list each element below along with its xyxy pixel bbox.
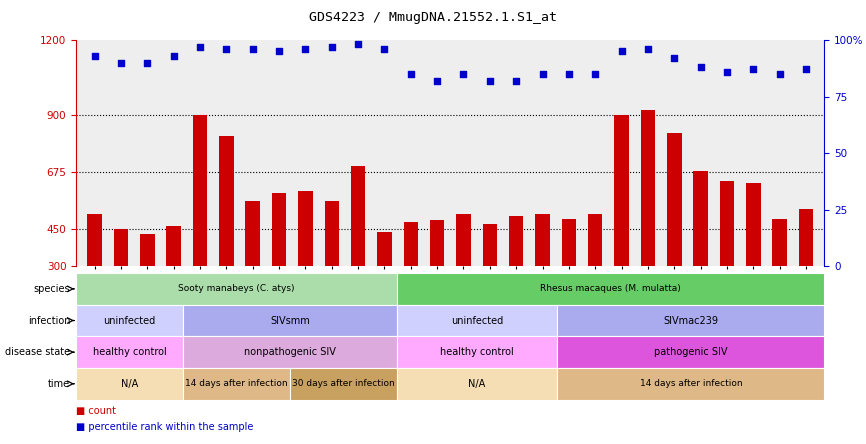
Point (720, 68, 734, 75)
Point (588, 71, 602, 78)
Bar (430, 220, 444, 342)
Point (562, 71, 576, 78)
Text: 14 days after infection: 14 days after infection (639, 379, 742, 388)
Bar (694, 171, 708, 342)
Point (352, 41, 365, 48)
Text: time: time (48, 379, 70, 389)
Text: ■ count: ■ count (76, 406, 116, 416)
Bar (351, 166, 365, 342)
Point (615, 48, 629, 55)
Bar (325, 201, 339, 342)
Point (694, 63, 708, 71)
Bar (272, 194, 287, 342)
Bar (378, 233, 391, 342)
Point (114, 59, 128, 66)
Bar (219, 135, 234, 342)
Point (167, 52, 181, 59)
Bar (456, 214, 471, 342)
Point (219, 45, 233, 52)
Point (140, 59, 154, 66)
Text: pathogenic SIV: pathogenic SIV (654, 347, 727, 357)
Bar (482, 224, 497, 342)
Point (668, 55, 682, 62)
Point (641, 45, 655, 52)
Point (404, 71, 417, 78)
Text: nonpathogenic SIV: nonpathogenic SIV (244, 347, 336, 357)
Bar (614, 115, 629, 342)
Bar (746, 183, 760, 342)
Text: GDS4223 / MmugDNA.21552.1.S1_at: GDS4223 / MmugDNA.21552.1.S1_at (309, 11, 557, 24)
Point (87, 52, 101, 59)
Point (430, 77, 444, 84)
Bar (588, 214, 603, 342)
Point (772, 71, 786, 78)
Bar (245, 201, 260, 342)
Bar (667, 133, 682, 342)
Bar (720, 181, 734, 342)
Bar (87, 214, 102, 342)
Bar (798, 209, 813, 342)
Bar (772, 218, 787, 342)
Bar (140, 234, 155, 342)
Text: 30 days after infection: 30 days after infection (292, 379, 395, 388)
Text: healthy control: healthy control (93, 347, 166, 357)
Bar (193, 115, 207, 342)
Text: N/A: N/A (121, 379, 139, 389)
Point (456, 71, 470, 78)
Text: Rhesus macaques (M. mulatta): Rhesus macaques (M. mulatta) (540, 284, 681, 293)
Text: species: species (34, 284, 70, 294)
Point (509, 77, 523, 84)
Text: Sooty manabeys (C. atys): Sooty manabeys (C. atys) (178, 284, 294, 293)
Text: 14 days after infection: 14 days after infection (185, 379, 288, 388)
Point (535, 71, 549, 78)
Text: uninfected: uninfected (104, 316, 156, 325)
Bar (535, 214, 550, 342)
Text: infection: infection (28, 316, 70, 325)
Bar (166, 226, 181, 342)
Point (746, 66, 760, 73)
Point (483, 77, 497, 84)
Text: uninfected: uninfected (451, 316, 503, 325)
Text: disease state: disease state (5, 347, 70, 357)
Text: healthy control: healthy control (440, 347, 514, 357)
Point (299, 45, 313, 52)
Bar (641, 111, 656, 342)
Text: N/A: N/A (469, 379, 486, 389)
Bar (562, 218, 576, 342)
Point (799, 66, 813, 73)
Bar (404, 222, 418, 342)
Bar (113, 229, 128, 342)
Bar (298, 191, 313, 342)
Point (378, 45, 391, 52)
Point (193, 43, 207, 50)
Text: SIVmac239: SIVmac239 (663, 316, 718, 325)
Point (246, 45, 260, 52)
Point (272, 48, 286, 55)
Point (325, 43, 339, 50)
Bar (509, 216, 523, 342)
Text: ■ percentile rank within the sample: ■ percentile rank within the sample (76, 422, 254, 432)
Text: SIVsmm: SIVsmm (270, 316, 310, 325)
